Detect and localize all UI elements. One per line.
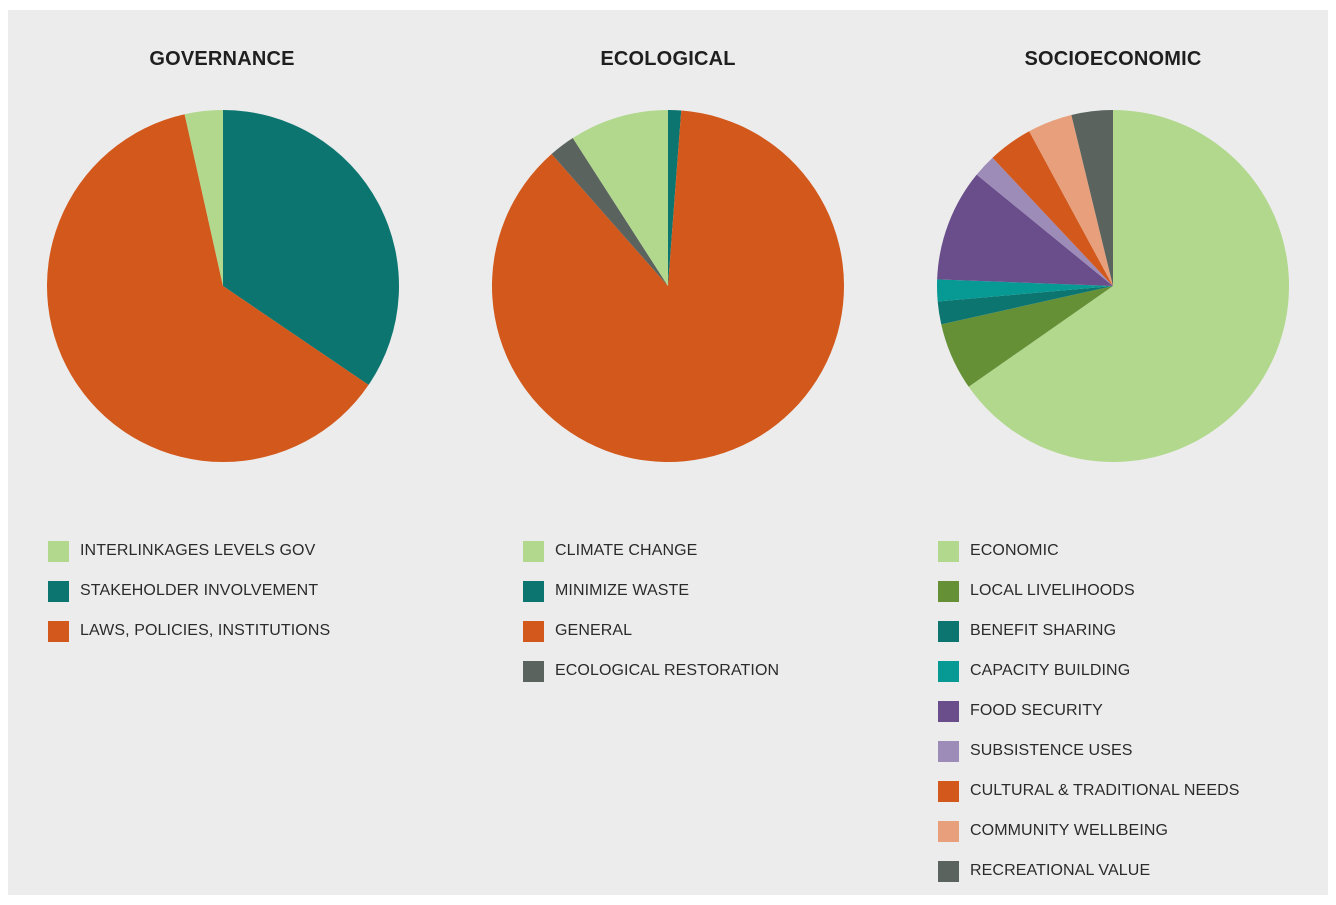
socioeconomic-chart: SOCIOECONOMIC ECONOMIC LOCAL LIVELIHOODS B… <box>888 10 1328 895</box>
pie-slice-recreational-value <box>1071 110 1113 286</box>
governance-legend: INTERLINKAGES LEVELS GOV STAKEHOLDER INVO… <box>48 531 330 651</box>
governance-pie <box>46 110 400 463</box>
legend-label: CAPACITY BUILDING <box>970 662 1131 679</box>
legend-swatch <box>938 740 959 762</box>
ecological-pie <box>491 110 844 462</box>
legend-swatch <box>938 580 959 602</box>
legend-label: MINIMIZE WASTE <box>555 582 690 599</box>
legend-item-food-security: FOOD SECURITY <box>938 691 1240 731</box>
pie-slice-food-security <box>937 174 1113 286</box>
pie-slice-cultural-and-traditional-needs <box>992 131 1113 286</box>
chart-title: ECOLOGICAL <box>600 48 736 70</box>
legend-label: SUBSISTENCE USES <box>970 742 1133 759</box>
pie-slice-subsistence-uses <box>976 157 1113 286</box>
legend-swatch <box>938 700 959 722</box>
legend-label: FOOD SECURITY <box>970 702 1103 719</box>
legend-item-general: GENERAL <box>523 611 779 651</box>
socioeconomic-pie <box>936 110 1289 462</box>
ecological-chart: ECOLOGICAL CLIMATE CHANGE MINIMIZE WASTE G… <box>448 10 888 895</box>
legend-item-stakeholder-involvement: STAKEHOLDER INVOLVEMENT <box>48 571 330 611</box>
pie-slice-capacity-building <box>936 279 1113 302</box>
legend-swatch <box>523 580 544 602</box>
chart-title: GOVERNANCE <box>149 48 295 70</box>
legend-swatch <box>938 820 959 842</box>
pie-slice-laws-policies-institutions <box>46 114 369 463</box>
legend-swatch <box>938 780 959 802</box>
legend-label: STAKEHOLDER INVOLVEMENT <box>80 582 319 599</box>
pie-slice-community-wellbeing <box>1029 114 1113 286</box>
legend-label: GENERAL <box>555 622 633 639</box>
chart-title: SOCIOECONOMIC <box>1024 48 1202 70</box>
legend-item-economic: ECONOMIC <box>938 531 1240 571</box>
legend-label: CLIMATE CHANGE <box>555 542 698 559</box>
pie-slice-benefit-sharing <box>937 286 1113 325</box>
legend-item-community-wellbeing: COMMUNITY WELLBEING <box>938 811 1240 851</box>
pie-slice-minimize-waste <box>668 110 682 286</box>
legend-item-ecological-restoration: ECOLOGICAL RESTORATION <box>523 651 779 691</box>
legend-swatch <box>523 620 544 642</box>
legend-label: BENEFIT SHARING <box>970 622 1117 639</box>
legend-swatch <box>48 580 69 602</box>
legend-label: COMMUNITY WELLBEING <box>970 822 1169 839</box>
legend-label: LAWS, POLICIES, INSTITUTIONS <box>80 622 331 639</box>
socioeconomic-legend: ECONOMIC LOCAL LIVELIHOODS BENEFIT SHARING… <box>938 531 1240 891</box>
governance-chart: GOVERNANCE INTERLINKAGES LEVELS GOV STAKE… <box>8 10 448 895</box>
legend-swatch <box>938 860 959 882</box>
legend-item-local-livelihoods: LOCAL LIVELIHOODS <box>938 571 1240 611</box>
legend-item-subsistence-uses: SUBSISTENCE USES <box>938 731 1240 771</box>
legend-item-climate-change: CLIMATE CHANGE <box>523 531 779 571</box>
legend-swatch <box>938 620 959 642</box>
legend-item-cultural-and-traditional-needs: CULTURAL & TRADITIONAL NEEDS <box>938 771 1240 811</box>
legend-item-minimize-waste: MINIMIZE WASTE <box>523 571 779 611</box>
legend-label: CULTURAL & TRADITIONAL NEEDS <box>970 782 1240 799</box>
pie-slice-local-livelihoods <box>941 286 1113 387</box>
legend-item-laws-policies-institutions: LAWS, POLICIES, INSTITUTIONS <box>48 611 330 651</box>
legend-label: RECREATIONAL VALUE <box>970 862 1151 879</box>
legend-label: INTERLINKAGES LEVELS GOV <box>80 542 316 559</box>
pie-slice-stakeholder-involvement <box>223 110 400 385</box>
legend-swatch <box>48 620 69 642</box>
legend-label: LOCAL LIVELIHOODS <box>970 582 1135 599</box>
pie-slice-interlinkages-levels-gov <box>184 110 223 286</box>
legend-swatch <box>523 660 544 682</box>
legend-label: ECOLOGICAL RESTORATION <box>555 662 780 679</box>
pie-slice-economic <box>968 110 1289 462</box>
legend-item-interlinkages-levels-gov: INTERLINKAGES LEVELS GOV <box>48 531 330 571</box>
pie-slice-climate-change <box>572 110 668 286</box>
legend-item-capacity-building: CAPACITY BUILDING <box>938 651 1240 691</box>
legend-item-recreational-value: RECREATIONAL VALUE <box>938 851 1240 891</box>
legend-swatch <box>938 540 959 562</box>
legend-label: ECONOMIC <box>970 542 1059 559</box>
pie-slice-general <box>491 110 844 462</box>
legend-swatch <box>938 660 959 682</box>
legend-swatch <box>523 540 544 562</box>
legend-swatch <box>48 540 69 562</box>
chart-panel: GOVERNANCE INTERLINKAGES LEVELS GOV STAKE… <box>8 10 1328 895</box>
legend-item-benefit-sharing: BENEFIT SHARING <box>938 611 1240 651</box>
pie-slice-ecological-restoration <box>551 137 668 286</box>
ecological-legend: CLIMATE CHANGE MINIMIZE WASTE GENERAL ECOLO… <box>523 531 779 691</box>
